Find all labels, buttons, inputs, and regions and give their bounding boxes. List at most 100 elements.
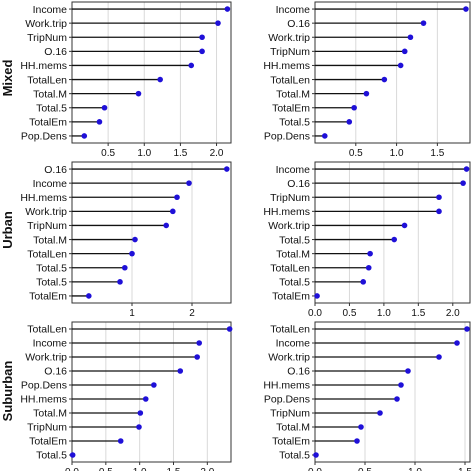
lollipop-dot xyxy=(363,90,370,97)
category-label: TripNum xyxy=(270,192,310,204)
lollipop-dot xyxy=(215,20,221,26)
panel-frame xyxy=(71,321,232,463)
category-label: Work.trip xyxy=(25,206,67,218)
lollipop-dot xyxy=(177,368,184,374)
category-label: HH.mems xyxy=(20,394,67,406)
lollipop-dot xyxy=(436,354,442,360)
category-label: TotalEm xyxy=(29,291,67,303)
panel-mixed-2: Income O.16 Work.trip TripNum HH.mems TotalLe… xyxy=(263,1,471,159)
lollipop-dot xyxy=(420,20,427,26)
category-label: Total.M xyxy=(276,248,310,260)
x-tick-label: 0.0 xyxy=(308,467,322,471)
row-label-suburban: Suburban xyxy=(0,361,15,422)
category-label: Total.5 xyxy=(36,277,67,289)
lollipop-dot xyxy=(174,194,180,201)
lollipop-dot xyxy=(163,222,169,229)
x-tick-label: 0.5 xyxy=(349,148,363,159)
category-label: TripNum xyxy=(27,422,67,434)
lollipop-dot xyxy=(365,264,372,271)
x-tick-label: 1.0 xyxy=(137,148,151,159)
category-label: Total.5 xyxy=(279,234,310,246)
category-label: Income xyxy=(33,178,68,190)
category-label: TotalEm xyxy=(272,291,310,303)
category-label: TotalEm xyxy=(29,117,67,129)
lollipop-dot xyxy=(463,166,470,172)
lollipop-dot xyxy=(224,166,230,172)
lollipop-dot xyxy=(129,250,135,257)
x-tick-label: 1.0 xyxy=(390,148,404,159)
x-tick-label: 1.5 xyxy=(411,308,425,319)
category-label: TotalLen xyxy=(270,324,310,336)
category-label: Total.M xyxy=(276,88,310,100)
lollipop-dot xyxy=(117,279,123,285)
panel-suburban-2: TotalLen Income Work.trip O.16 HH.mems Pop.De… xyxy=(263,321,472,471)
lollipop-dot xyxy=(397,62,404,69)
lollipop-dot xyxy=(407,34,414,41)
lollipop-dot xyxy=(199,34,205,41)
category-label: Total.5 xyxy=(279,277,310,289)
lollipop-dot xyxy=(463,6,469,12)
x-tick-label: 0.0 xyxy=(308,308,322,319)
x-tick-label: 0.5 xyxy=(99,467,113,471)
lollipop-dot xyxy=(96,119,103,125)
panel-urban-2: Income O.16 TripNum HH.mems Work.trip Total.5… xyxy=(263,161,471,319)
category-label: Pop.Dens xyxy=(21,131,67,143)
category-label: TripNum xyxy=(270,408,310,420)
lollipop-dot xyxy=(69,452,76,458)
category-label: Pop.Dens xyxy=(21,380,67,392)
lollipop-dot xyxy=(86,293,92,299)
x-tick-label: 0.0 xyxy=(65,467,79,471)
lollipop-dot xyxy=(170,208,176,215)
x-tick-label: 1 xyxy=(129,308,135,319)
category-label: Total.5 xyxy=(279,117,310,129)
lollipop-dot xyxy=(391,236,398,243)
lollipop-dot xyxy=(405,368,411,374)
category-label: HH.mems xyxy=(263,60,310,72)
category-label: Total.M xyxy=(33,234,67,246)
category-label: Income xyxy=(276,338,311,350)
lollipop-dot xyxy=(360,279,367,285)
row-label-mixed: Mixed xyxy=(0,60,15,97)
lollipop-dot xyxy=(351,104,357,111)
lollipop-dot xyxy=(188,62,195,69)
lollipop-dot xyxy=(135,90,142,97)
x-tick-label: 1.5 xyxy=(430,148,444,159)
lollipop-dot xyxy=(464,326,470,332)
lollipop-dot xyxy=(142,396,149,402)
panel-frame xyxy=(314,161,471,304)
category-label: O.16 xyxy=(44,366,67,378)
category-label: TotalLen xyxy=(270,74,310,86)
lollipop-dot xyxy=(132,236,138,243)
lollipop-dot xyxy=(81,133,88,139)
category-label: TripNum xyxy=(270,46,310,58)
lollipop-dot xyxy=(137,410,144,416)
category-label: Income xyxy=(33,338,68,350)
lollipop-dot xyxy=(226,326,233,332)
lollipop-dot xyxy=(394,396,400,402)
panels: Income Work.trip TripNum O.16 HH.mems TotalLe… xyxy=(20,1,472,471)
category-label: HH.mems xyxy=(20,192,67,204)
category-label: O.16 xyxy=(287,178,310,190)
lollipop-dot xyxy=(460,180,466,186)
lollipop-dot xyxy=(401,222,408,229)
category-label: Total.M xyxy=(33,88,67,100)
category-label: Total.5 xyxy=(36,262,67,274)
panel-suburban-1: TotalLen Income Work.trip O.16 Pop.Dens HH.me… xyxy=(20,321,233,471)
lollipop-dot xyxy=(436,208,442,215)
category-label: Total.5 xyxy=(36,102,67,114)
lollipop-dot xyxy=(186,180,192,186)
lollipop-dot xyxy=(354,438,360,444)
x-tick-label: 2.0 xyxy=(200,467,214,471)
lollipop-dot xyxy=(313,452,319,458)
lollipop-dot xyxy=(122,264,128,271)
x-tick-label: 1.5 xyxy=(167,467,181,471)
lollipop-dot xyxy=(377,410,383,416)
category-label: TotalLen xyxy=(27,248,67,260)
category-label: Pop.Dens xyxy=(264,394,310,406)
category-label: Income xyxy=(33,4,68,16)
category-label: O.16 xyxy=(287,18,310,30)
category-label: TotalLen xyxy=(27,74,67,86)
x-tick-label: 1.0 xyxy=(377,308,391,319)
category-label: TripNum xyxy=(27,32,67,44)
